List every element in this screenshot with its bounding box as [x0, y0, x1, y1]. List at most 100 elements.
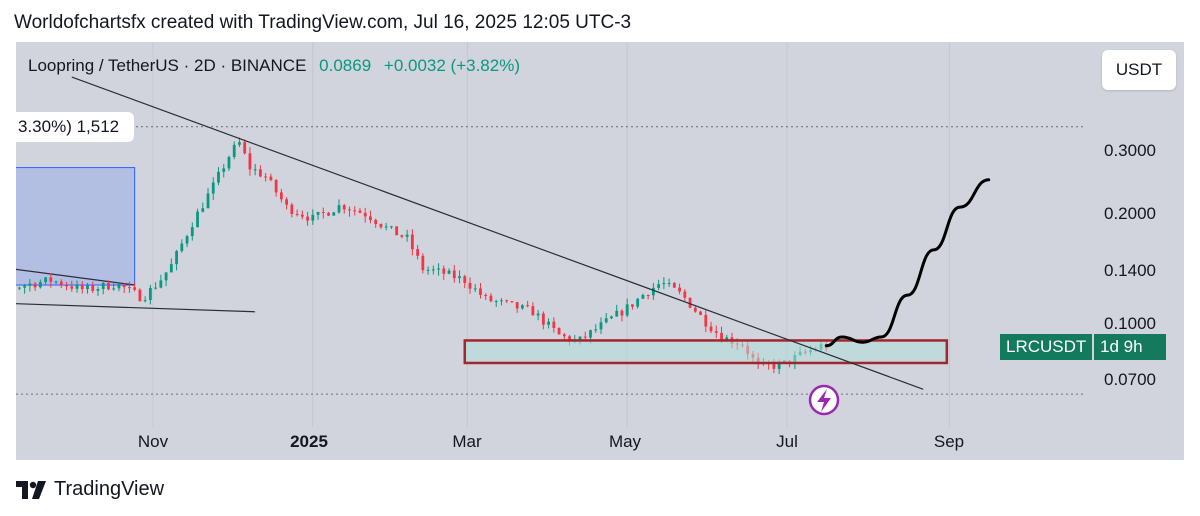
- candle-body: [369, 216, 372, 220]
- candle-body: [154, 287, 158, 289]
- candle-body: [390, 226, 393, 228]
- candle-body: [515, 302, 519, 309]
- chart-area[interactable]: Loopring / TetherUS · 2D · BINANCE 0.086…: [16, 42, 1184, 460]
- candle-body: [65, 285, 68, 287]
- candle-body: [80, 284, 84, 290]
- measure-box: [16, 167, 136, 286]
- x-tick-label: Jul: [776, 432, 798, 451]
- support-zone: [463, 339, 949, 365]
- candle-body: [259, 169, 262, 177]
- candle-body: [458, 276, 461, 279]
- candle-body: [479, 288, 482, 295]
- wedge-trendline: [16, 303, 256, 313]
- candle-body: [332, 212, 336, 216]
- y-tick-label: 0.2000: [1104, 204, 1156, 223]
- candle-body: [395, 226, 399, 236]
- candle-body: [211, 182, 215, 194]
- candle-body: [107, 282, 110, 290]
- candle-body: [494, 301, 498, 303]
- candle-body: [264, 176, 268, 178]
- symbol-info: Loopring / TetherUS · 2D · BINANCE 0.086…: [28, 56, 520, 76]
- candle-body: [636, 298, 640, 307]
- candle-body: [321, 211, 325, 213]
- last-price: 0.0869: [319, 56, 372, 75]
- candle-body: [631, 304, 634, 307]
- candle-body: [657, 284, 661, 288]
- candle-body: [541, 313, 545, 325]
- candle-body: [594, 329, 598, 331]
- candle-body: [699, 311, 702, 315]
- candle-body: [604, 318, 608, 323]
- candle-body: [311, 214, 315, 221]
- candle-body: [583, 336, 587, 338]
- candle-body: [667, 283, 671, 285]
- candle-body: [143, 300, 147, 302]
- price-chart-svg[interactable]: [16, 42, 1184, 460]
- candle-body: [536, 313, 540, 316]
- x-tick-label: Sep: [933, 432, 965, 451]
- candle-body: [133, 287, 137, 290]
- candle-body: [625, 304, 629, 316]
- x-tick-label: Mar: [452, 432, 482, 451]
- footer-brand-text: TradingView: [54, 478, 165, 500]
- candle-body: [374, 219, 378, 224]
- candle-body: [175, 251, 178, 265]
- candle-body: [59, 281, 63, 286]
- candle-body: [651, 287, 655, 296]
- candle-body: [238, 142, 241, 145]
- candle-body: [520, 305, 524, 309]
- candle-body: [447, 270, 451, 274]
- candle-body: [232, 144, 236, 157]
- candle-body: [489, 295, 493, 302]
- candle-body: [714, 331, 718, 333]
- candle-body: [505, 300, 509, 302]
- candle-body: [720, 332, 723, 342]
- candle-body: [86, 285, 89, 290]
- wedge-trendline: [16, 268, 135, 286]
- candle-body: [342, 205, 346, 210]
- candle-body: [578, 336, 582, 341]
- currency-button[interactable]: USDT: [1102, 50, 1176, 90]
- descending-trendline: [71, 76, 924, 390]
- candle-body: [101, 282, 105, 290]
- candle-body: [138, 289, 142, 302]
- candle-body: [206, 193, 210, 209]
- candle-body: [222, 168, 226, 172]
- candle-body: [615, 310, 619, 317]
- candle-body: [28, 283, 32, 286]
- candle-body: [610, 316, 613, 319]
- candle-body: [777, 362, 781, 369]
- y-tick-label: 0.1400: [1104, 261, 1156, 280]
- symbol-price-tag: LRCUSDT: [1000, 334, 1092, 360]
- candle-body: [190, 227, 194, 237]
- candle-body: [96, 289, 100, 291]
- candle-body: [217, 171, 220, 183]
- candle-body: [442, 268, 446, 274]
- candle-body: [290, 204, 294, 214]
- candle-body: [384, 226, 388, 228]
- candle-body: [38, 282, 42, 288]
- candle-body: [510, 301, 514, 303]
- candle-body: [185, 236, 189, 244]
- candle-body: [112, 288, 116, 290]
- candle-body: [437, 268, 440, 270]
- candle-body: [410, 234, 414, 250]
- candle-body: [44, 277, 47, 283]
- candle-body: [646, 295, 650, 297]
- candle-body: [405, 234, 409, 237]
- candle-body: [253, 169, 257, 171]
- candle-body: [269, 176, 273, 181]
- candle-body: [562, 334, 566, 337]
- candle-body: [159, 280, 163, 288]
- flash-icon[interactable]: [808, 384, 840, 416]
- footer-brand[interactable]: TradingView: [16, 478, 164, 501]
- candle-body: [431, 269, 435, 271]
- candle-body: [672, 283, 676, 288]
- candle-body: [17, 287, 21, 289]
- candle-body: [70, 286, 74, 289]
- x-tick-label: 2025: [290, 432, 328, 451]
- candle-body: [285, 199, 289, 205]
- y-tick-label: 0.3000: [1104, 141, 1156, 160]
- candle-body: [688, 297, 692, 308]
- candle-body: [353, 210, 357, 212]
